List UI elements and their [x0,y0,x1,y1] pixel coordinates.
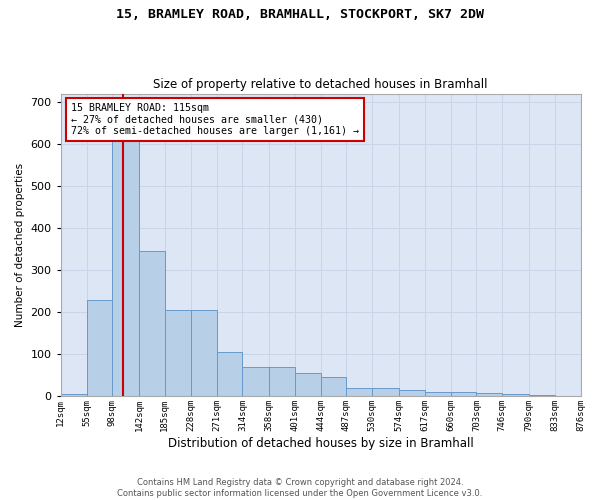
Bar [269,367,295,396]
Y-axis label: Number of detached properties: Number of detached properties [15,163,25,327]
Bar [451,392,476,396]
Bar [61,394,86,396]
Bar [320,378,346,396]
Bar [373,388,399,396]
Bar [502,394,529,396]
Text: 15, BRAMLEY ROAD, BRAMHALL, STOCKPORT, SK7 2DW: 15, BRAMLEY ROAD, BRAMHALL, STOCKPORT, S… [116,8,484,20]
Text: 15 BRAMLEY ROAD: 115sqm
← 27% of detached houses are smaller (430)
72% of semi-d: 15 BRAMLEY ROAD: 115sqm ← 27% of detache… [71,102,359,136]
Bar [165,310,191,396]
X-axis label: Distribution of detached houses by size in Bramhall: Distribution of detached houses by size … [168,437,473,450]
Text: Contains HM Land Registry data © Crown copyright and database right 2024.
Contai: Contains HM Land Registry data © Crown c… [118,478,482,498]
Bar [529,395,554,396]
Bar [242,367,269,396]
Bar [86,300,112,396]
Bar [295,374,320,396]
Bar [191,310,217,396]
Bar [425,392,451,396]
Bar [139,252,165,396]
Bar [399,390,425,396]
Bar [112,106,139,397]
Bar [346,388,373,396]
Title: Size of property relative to detached houses in Bramhall: Size of property relative to detached ho… [154,78,488,91]
Bar [217,352,242,397]
Bar [476,393,502,396]
